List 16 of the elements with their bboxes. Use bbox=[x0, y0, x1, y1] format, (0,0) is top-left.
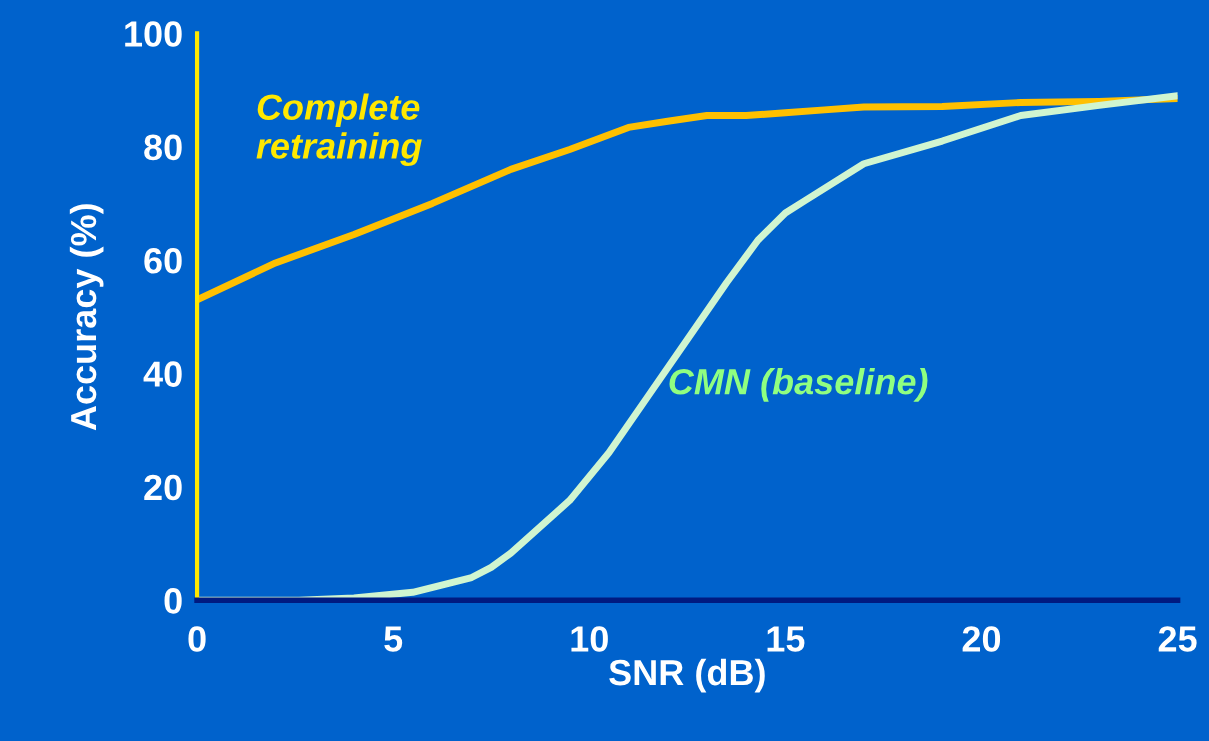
y-tick-label: 0 bbox=[164, 588, 182, 614]
x-axis-title: SNR (dB) bbox=[609, 658, 765, 693]
x-tick-label: 5 bbox=[384, 626, 403, 652]
y-tick-label: 80 bbox=[144, 134, 182, 161]
series-label: CMN (baseline) bbox=[669, 367, 928, 402]
y-tick-label: 60 bbox=[144, 247, 182, 274]
x-tick-label: 0 bbox=[188, 626, 206, 652]
series-label: Complete retraining bbox=[256, 93, 422, 166]
y-axis-title: Accuracy (%) bbox=[69, 204, 104, 431]
y-tick-label: 100 bbox=[125, 21, 182, 47]
x-tick-label: 15 bbox=[767, 626, 805, 652]
x-tick-label: 10 bbox=[571, 626, 608, 652]
x-tick-label: 20 bbox=[962, 626, 1001, 652]
y-tick-label: 20 bbox=[144, 474, 182, 501]
y-tick-label: 40 bbox=[143, 361, 182, 387]
x-tick-label: 25 bbox=[1158, 626, 1197, 652]
